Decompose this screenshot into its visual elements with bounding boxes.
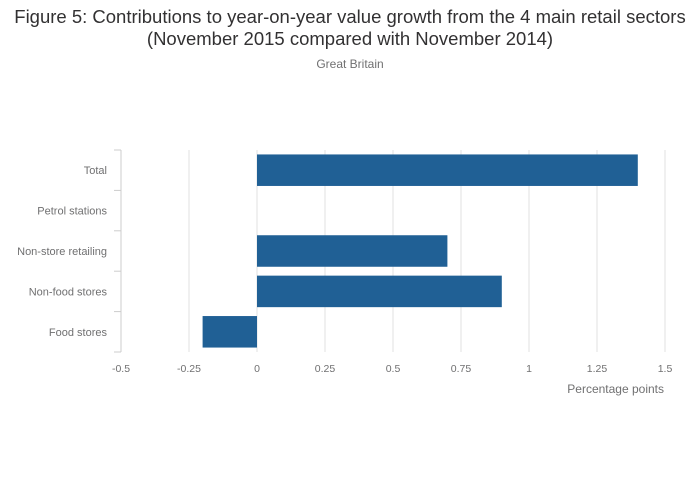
y-tick-label: Food stores [49, 327, 108, 339]
x-axis-label: Percentage points [567, 382, 664, 396]
bars [203, 154, 638, 347]
x-tick-label: 0 [254, 363, 260, 375]
x-tick-label: 0.75 [451, 363, 472, 375]
y-axis: Total Petrol stations Non-store retailing N… [17, 150, 121, 352]
x-tick-label: 0.5 [386, 363, 401, 375]
bar [203, 316, 257, 348]
x-tick-labels: -0.5 -0.25 0 0.25 0.5 0.75 1 1.25 1.5 [112, 363, 672, 375]
x-tick-label: -0.5 [112, 363, 130, 375]
x-tick-label: 1.25 [587, 363, 608, 375]
x-tick-label: 1.5 [658, 363, 673, 375]
x-tick-label: 1 [526, 363, 532, 375]
y-tick-label: Non-store retailing [17, 246, 107, 258]
y-tick-label: Non-food stores [29, 286, 108, 298]
bar [257, 276, 502, 308]
y-tick-label: Total [84, 165, 107, 177]
bar-chart: Total Petrol stations Non-store retailing N… [0, 0, 700, 502]
bar [257, 154, 638, 186]
x-tick-label: -0.25 [177, 363, 201, 375]
bar [257, 235, 447, 267]
x-tick-label: 0.25 [315, 363, 336, 375]
y-tick-label: Petrol stations [37, 206, 107, 218]
